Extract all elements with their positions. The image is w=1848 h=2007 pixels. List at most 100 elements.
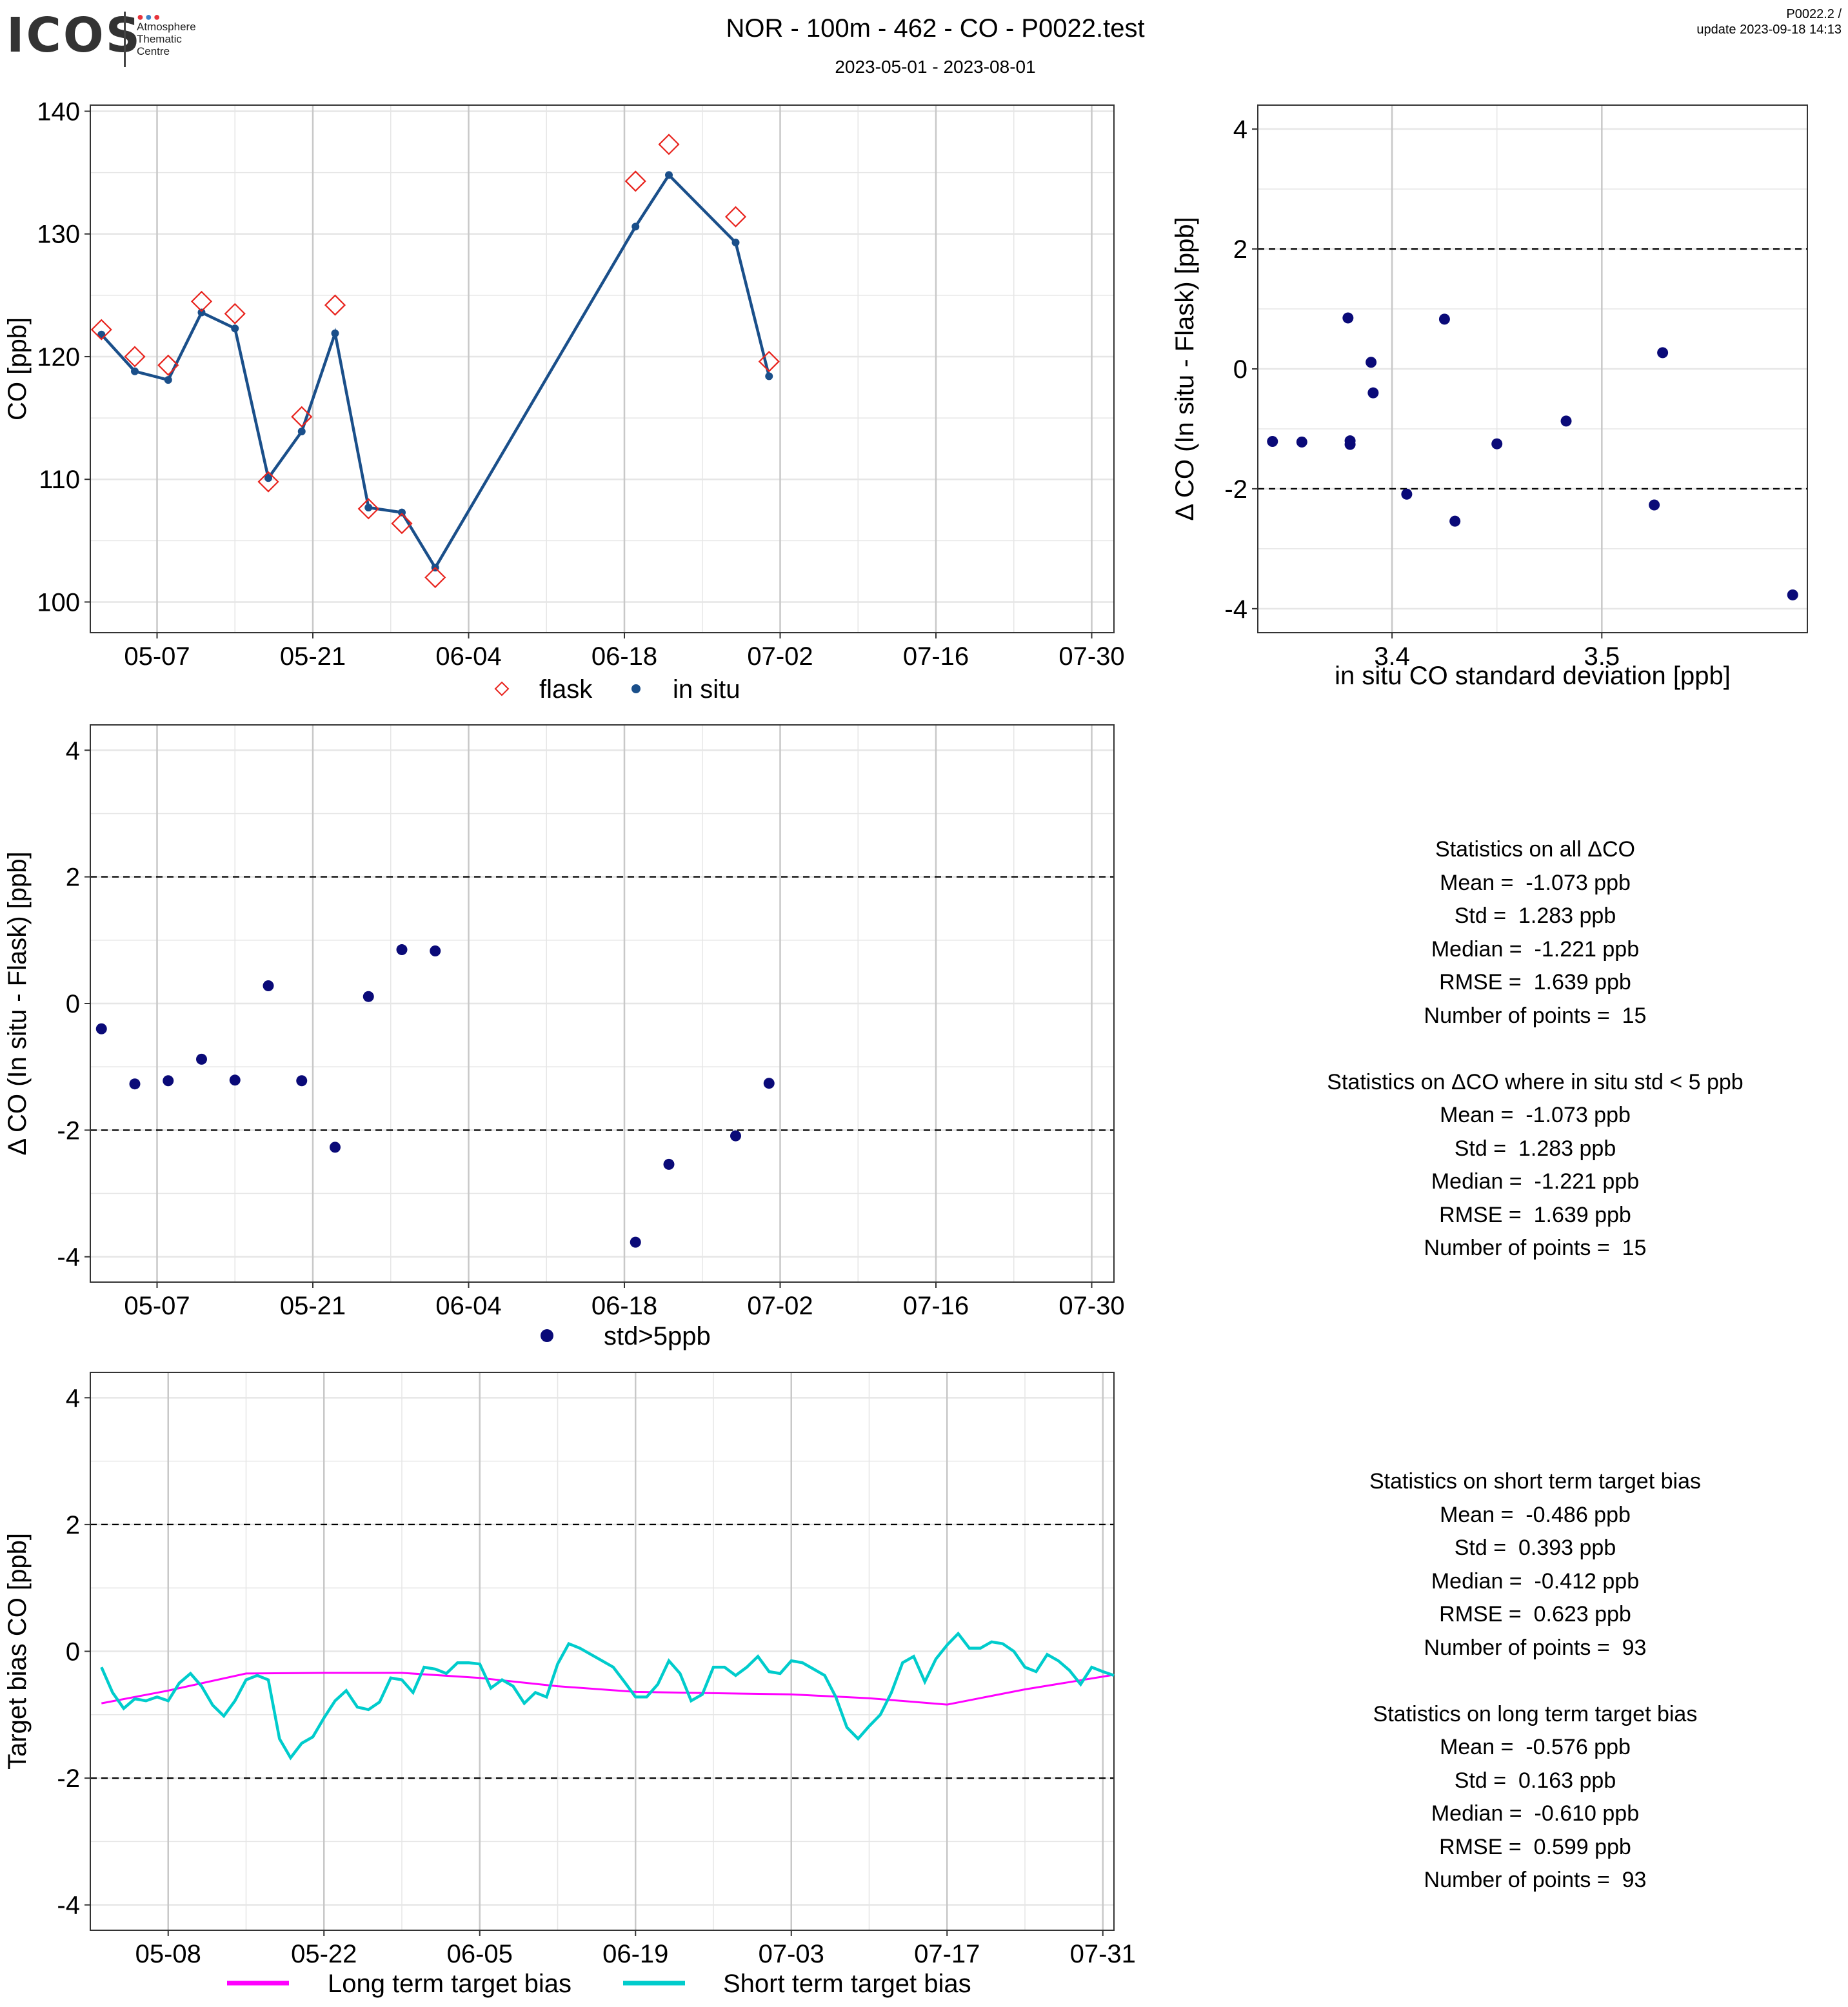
flask-point — [90, 319, 112, 341]
legend-std-marker — [541, 1329, 553, 1342]
x-tick-label: 3.5 — [1584, 642, 1620, 671]
delta-point — [296, 1075, 308, 1087]
logo-wordmark: ICOS — [6, 8, 143, 63]
update-timestamp: update 2023-09-18 14:13 — [1696, 23, 1842, 37]
stat-line: Std = 0.393 ppb — [1454, 1536, 1616, 1560]
delta-statistics-panel: Statistics on all ΔCO Mean = -1.073 ppb St… — [1213, 833, 1848, 1265]
y-tick-label: 110 — [39, 466, 80, 494]
target-bias-statistics-panel: Statistics on short term target bias Mean… — [1213, 1465, 1848, 1897]
y-tick-label: -4 — [1224, 595, 1247, 624]
y-tick-label: 100 — [37, 588, 80, 617]
logo-subtitle: Atmosphere Thematic Centre — [137, 21, 196, 57]
x-tick-label: 07-30 — [1058, 642, 1124, 671]
logo-subtitle-line: Centre — [137, 45, 170, 57]
stat-line: Number of points = 93 — [1424, 1635, 1647, 1660]
flask-point — [324, 294, 346, 316]
delta-point — [95, 1023, 107, 1034]
x-tick-label: 05-07 — [124, 1292, 190, 1320]
flask-point — [357, 498, 379, 520]
logo-divider — [124, 12, 126, 67]
stat-line: Statistics on short term target bias — [1369, 1469, 1701, 1494]
y-tick-label: 0 — [66, 990, 80, 1018]
x-tick-label: 05-08 — [135, 1940, 201, 1968]
stat-line: Median = -0.610 ppb — [1431, 1801, 1640, 1826]
in-situ-point — [297, 428, 306, 436]
delta-point — [663, 1158, 675, 1170]
in-situ-point — [131, 367, 139, 375]
flask-point — [257, 471, 279, 493]
x-tick-label: 06-05 — [447, 1940, 513, 1968]
legend-flask-marker — [494, 681, 510, 697]
stat-line: Mean = -1.073 ppb — [1440, 1103, 1631, 1127]
delta-point — [396, 944, 408, 956]
delta-point — [363, 991, 374, 1002]
y-tick-label: 4 — [66, 1384, 80, 1412]
x-tick-label: 06-04 — [435, 642, 501, 671]
y-tick-label: 4 — [66, 737, 80, 765]
delta-scatter-point — [1367, 387, 1379, 399]
x-tick-label: 07-30 — [1058, 1292, 1124, 1320]
plot-frame — [90, 104, 1115, 633]
flask-point — [758, 351, 780, 373]
flask-point — [658, 133, 680, 155]
x-tick-label: 07-02 — [747, 1292, 813, 1320]
stat-line: Median = -1.221 ppb — [1431, 1169, 1640, 1194]
x-axis-label: in situ CO standard deviation [ppb] — [1335, 662, 1731, 690]
y-tick-label: 2 — [66, 1511, 80, 1539]
legend-in-situ-marker — [631, 684, 641, 693]
delta-point — [330, 1142, 341, 1153]
x-tick-label: 05-21 — [280, 1292, 346, 1320]
in-situ-point — [164, 376, 172, 384]
stat-line: Statistics on all ΔCO — [1435, 837, 1635, 862]
in-situ-point — [765, 372, 773, 381]
logo-subtitle-line: Atmosphere — [137, 21, 196, 33]
flask-point — [624, 170, 646, 192]
stat-line: RMSE = 0.599 ppb — [1439, 1834, 1631, 1859]
y-tick-label: 0 — [1233, 355, 1247, 384]
y-tick-label: 2 — [1233, 235, 1247, 264]
delta-point — [196, 1053, 207, 1065]
x-tick-label: 07-16 — [903, 1292, 969, 1320]
delta-point — [163, 1075, 174, 1087]
x-tick-label: 07-31 — [1070, 1940, 1136, 1968]
y-tick-label: 2 — [66, 864, 80, 892]
x-tick-label: 06-19 — [602, 1940, 668, 1968]
delta-scatter-point — [1449, 515, 1461, 527]
delta-point — [229, 1074, 241, 1086]
delta-scatter-point — [1657, 347, 1669, 359]
in-situ-point — [398, 508, 406, 517]
x-tick-label: 07-17 — [914, 1940, 980, 1968]
stat-line: Mean = -1.073 ppb — [1440, 870, 1631, 895]
flask-point — [124, 346, 146, 368]
stat-line: Number of points = 15 — [1424, 1236, 1647, 1260]
stat-line: RMSE = 1.639 ppb — [1439, 970, 1631, 994]
flask-point — [424, 566, 446, 588]
stat-line: Mean = -0.576 ppb — [1440, 1735, 1631, 1759]
stat-line: RMSE = 0.623 ppb — [1439, 1602, 1631, 1626]
stat-line: Median = -0.412 ppb — [1431, 1568, 1640, 1594]
stat-line: Std = 1.283 ppb — [1454, 904, 1616, 928]
legend-flask-label: flask — [539, 675, 593, 704]
y-tick-label: 4 — [1233, 115, 1247, 144]
version-label: P0022.2 / — [1786, 7, 1842, 21]
y-axis-label: Δ CO (In situ - Flask) [ppb] — [3, 851, 32, 1155]
stat-line: Statistics on ΔCO where in situ std < 5 … — [1327, 1069, 1744, 1094]
y-tick-label: 130 — [37, 221, 80, 249]
x-tick-label: 06-18 — [591, 642, 657, 671]
y-tick-label: 0 — [66, 1638, 80, 1666]
flask-point — [157, 354, 179, 376]
y-axis-label: Δ CO (In situ - Flask) [ppb] — [1171, 217, 1199, 520]
flask-point — [190, 290, 213, 312]
flask-point — [224, 302, 246, 324]
x-tick-label: 07-02 — [747, 642, 813, 671]
x-tick-label: 07-03 — [759, 1940, 824, 1968]
in-situ-point — [197, 308, 206, 317]
delta-point — [129, 1078, 141, 1090]
delta-scatter-point — [1438, 313, 1450, 325]
long-term-bias-line — [101, 1672, 1115, 1706]
delta-point — [730, 1130, 741, 1142]
in-situ-point — [231, 324, 239, 333]
page-title: NOR - 100m - 462 - CO - P0022.test — [726, 14, 1145, 43]
logo-dots-icon: ●●● — [137, 10, 162, 23]
